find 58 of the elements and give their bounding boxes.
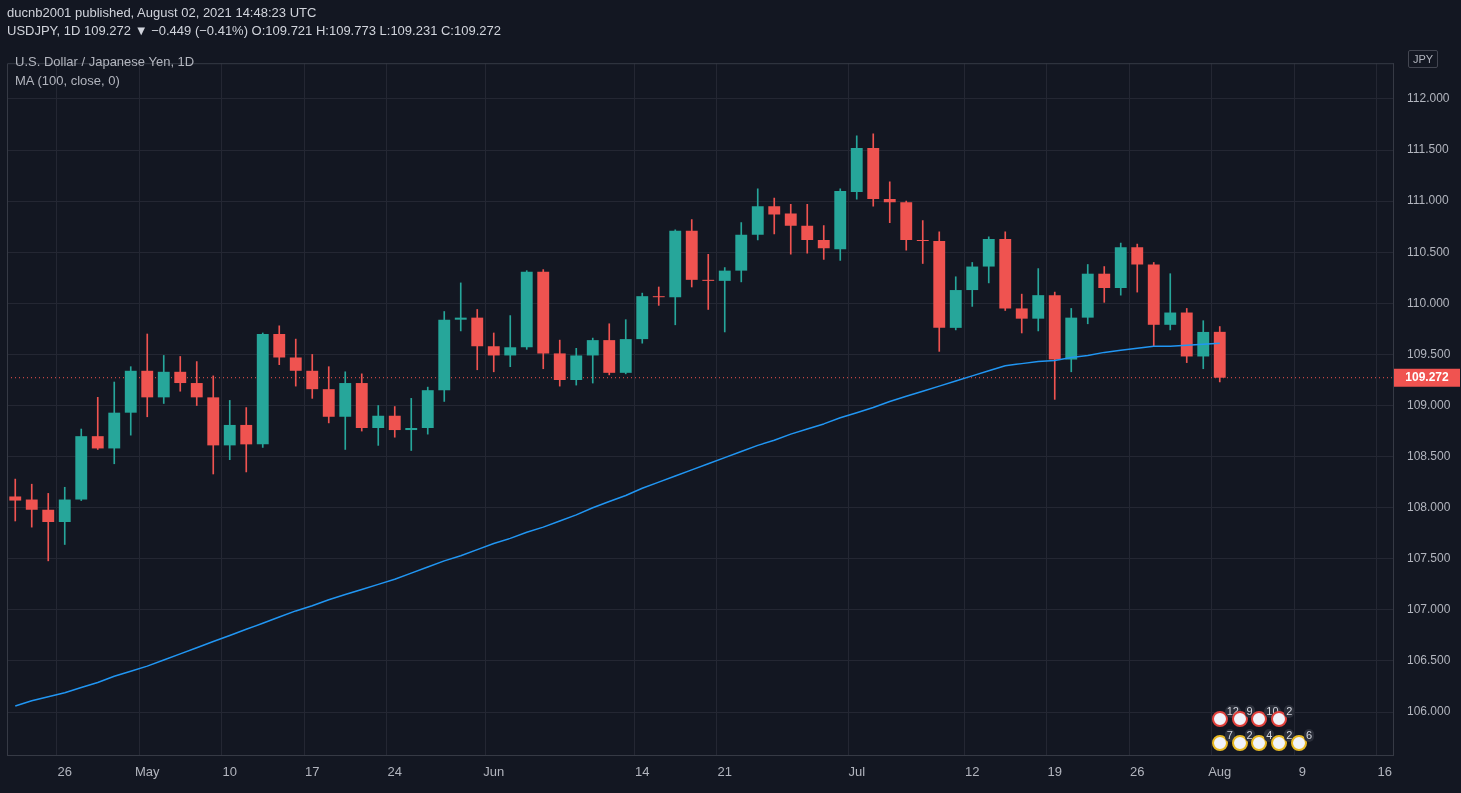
annotation: 7 (1224, 729, 1235, 742)
x-tick-label: 16 (1377, 764, 1392, 780)
candlestick (91, 397, 104, 450)
candlestick (817, 225, 830, 260)
x-tick-label: 19 (1047, 764, 1062, 780)
annotation: 2 (1284, 729, 1295, 742)
x-tick-label: 17 (305, 764, 320, 780)
candlestick (718, 267, 731, 333)
y-tick-label: 108.500 (1407, 448, 1451, 463)
y-axis-title: JPY (1408, 50, 1439, 68)
candlestick (652, 286, 665, 306)
candlestick (504, 315, 517, 368)
x-tick-label: 24 (387, 764, 402, 780)
text: MA (100, close, 0) (15, 72, 121, 90)
y-tick-label: 111.500 (1407, 142, 1449, 157)
candlestick (9, 478, 22, 522)
x-tick-label: Jun (483, 764, 505, 780)
x-tick-label: 9 (1298, 764, 1306, 780)
annotation: 2 (1244, 729, 1255, 742)
x-tick-label: 21 (717, 764, 732, 780)
y-tick-label: 106.000 (1407, 704, 1451, 719)
ref-line-label: 109.272 (1405, 370, 1450, 385)
y-tick-label: 108.000 (1407, 500, 1451, 515)
x-tick-label: 26 (57, 764, 72, 780)
y-tick-label: 109.000 (1407, 397, 1451, 412)
y-tick-label: 106.500 (1407, 653, 1451, 668)
text: ducnb2001 published, August 02, 2021 14:48:23 UTC (7, 4, 318, 22)
candlestick (883, 181, 896, 223)
candlestick (405, 398, 418, 451)
y-tick-label: 110.000 (1407, 295, 1450, 310)
candlestick (916, 220, 929, 264)
y-tick-label: 109.500 (1407, 346, 1451, 361)
candlestick (25, 483, 38, 528)
candlestick (784, 203, 797, 255)
annotation: 4 (1264, 729, 1275, 742)
x-tick-label: Aug (1208, 764, 1232, 780)
x-tick-label: 26 (1130, 764, 1145, 780)
candlestick (1164, 273, 1177, 331)
candlestick (42, 493, 55, 562)
y-tick-label: 111.000 (1407, 193, 1449, 208)
candlestick (768, 197, 781, 235)
candlestick (454, 282, 467, 332)
y-tick-label: 112.000 (1407, 91, 1450, 106)
y-tick-label: 107.500 (1407, 551, 1451, 566)
candlestick (702, 253, 715, 310)
text: USDJPY, 1D 109.272 ▼ −0.449 (−0.41%) O:109.721 H:109.773 L:109.231 C:109.272 (7, 22, 501, 40)
y-tick-label: 107.000 (1407, 602, 1451, 617)
annotation: 2 (1284, 705, 1295, 718)
annotation: 9 (1244, 705, 1255, 718)
annotation: 6 (1303, 729, 1315, 742)
x-tick-label: 10 (222, 764, 237, 780)
candlestick (487, 332, 500, 373)
chart-title: U.S. Dollar / Japanese Yen, 1D (15, 53, 195, 71)
y-tick-label: 110.500 (1407, 244, 1450, 259)
x-tick-label: 12 (965, 764, 980, 780)
x-tick-label: 14 (635, 764, 650, 780)
x-tick-label: May (134, 764, 161, 780)
x-tick-label: Jul (848, 764, 866, 780)
